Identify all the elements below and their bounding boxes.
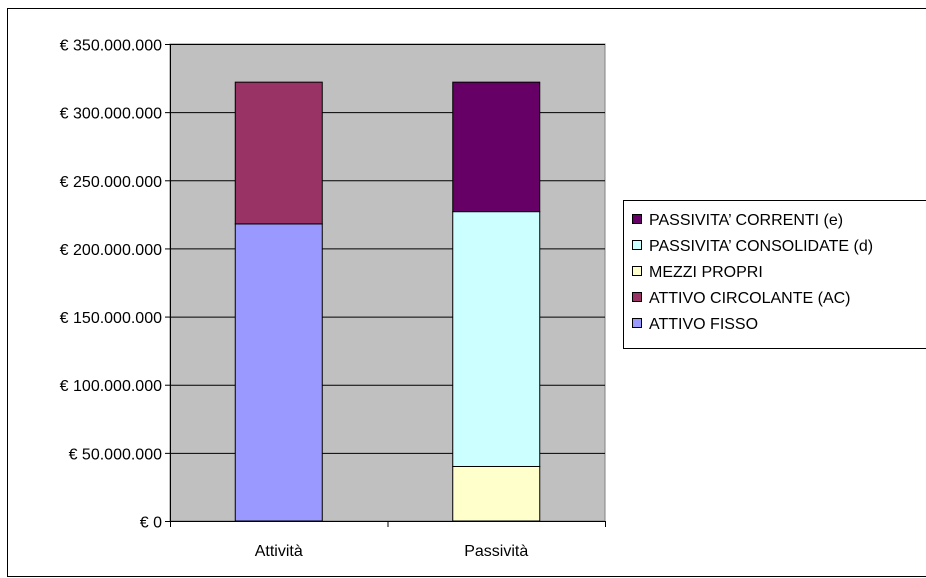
y-tick-label: € 0	[140, 515, 162, 532]
bar-segment	[452, 465, 541, 522]
bar-segment	[234, 223, 323, 522]
legend-swatch	[632, 214, 642, 224]
legend-swatch	[632, 318, 642, 328]
legend-label: PASSIVITA’ CONSOLIDATE (d)	[649, 238, 873, 255]
y-tick-label: € 150.000.000	[60, 310, 162, 327]
legend-label: ATTIVO CIRCOLANTE (AC)	[649, 290, 851, 307]
y-tick-label: € 100.000.000	[60, 378, 162, 395]
bar-segment	[452, 81, 541, 213]
y-tick-label: € 200.000.000	[60, 242, 162, 259]
x-tick-label: Attività	[255, 543, 303, 560]
legend-swatch	[632, 292, 642, 302]
legend-label: PASSIVITA’ CORRENTI (e)	[649, 212, 843, 229]
y-tick-label: € 300.000.000	[60, 106, 162, 123]
y-tick-label: € 50.000.000	[69, 446, 163, 463]
legend-swatch	[632, 266, 642, 276]
legend-swatch	[632, 240, 642, 250]
y-tick-label: € 250.000.000	[60, 174, 162, 191]
y-tick-label: € 350.000.000	[60, 38, 162, 55]
x-tick-label: Passività	[464, 543, 528, 560]
bar-segment	[234, 81, 323, 225]
legend-label: MEZZI PROPRI	[649, 264, 763, 281]
legend-label: ATTIVO FISSO	[649, 316, 758, 333]
legend-box	[623, 200, 926, 349]
bar-segment	[452, 211, 541, 467]
